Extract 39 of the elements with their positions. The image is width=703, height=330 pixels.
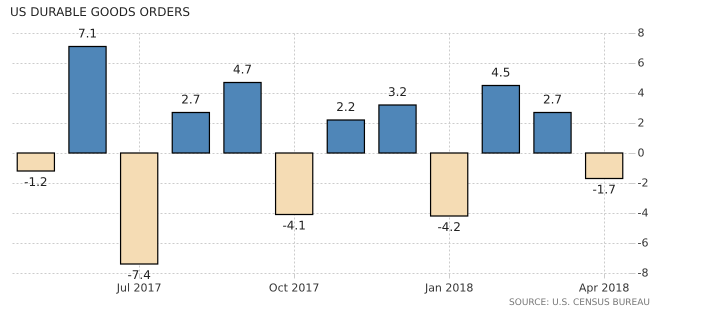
source-note: SOURCE: U.S. CENSUS BUREAU [509,298,650,308]
data-label: -1.2 [24,175,48,189]
y-tick-label: 8 [638,26,644,40]
data-label: -4.1 [282,218,306,232]
bar [120,152,158,265]
data-label: 4.5 [491,66,510,80]
bar [223,82,262,154]
bar [378,104,417,154]
bar [16,152,56,172]
y-tick-label: -6 [638,236,648,250]
y-tick-label: -2 [638,176,648,190]
data-label: 3.2 [388,85,408,99]
data-label: -4.2 [437,220,461,234]
data-label: 7.1 [78,26,98,40]
bar [584,152,624,180]
data-label: 4.7 [232,62,252,76]
y-tick-label: 0 [638,146,644,160]
y-tick-label: -4 [638,206,648,220]
x-tick-label: Jul 2017 [116,282,162,294]
data-label: 2.2 [336,100,356,114]
data-label: 2.7 [181,92,200,106]
data-label: 2.7 [542,92,562,106]
bar [533,112,572,154]
bar [430,152,468,217]
y-tick-label: 6 [638,56,644,70]
x-tick-label: Oct 2017 [268,282,320,294]
bar [172,112,210,154]
y-tick-label: 2 [638,116,644,130]
data-label: -1.7 [592,182,616,196]
x-tick-label: Jan 2018 [424,282,474,294]
data-label: -7.4 [127,268,151,282]
bar [326,119,366,154]
y-tick-label: 4 [638,86,644,100]
y-tick-label: -8 [638,266,648,280]
x-tick-label: Apr 2018 [578,282,630,294]
bar [274,152,314,216]
bar [68,46,107,154]
bar [482,84,520,154]
chart-title: US DURABLE GOODS ORDERS [10,5,190,19]
